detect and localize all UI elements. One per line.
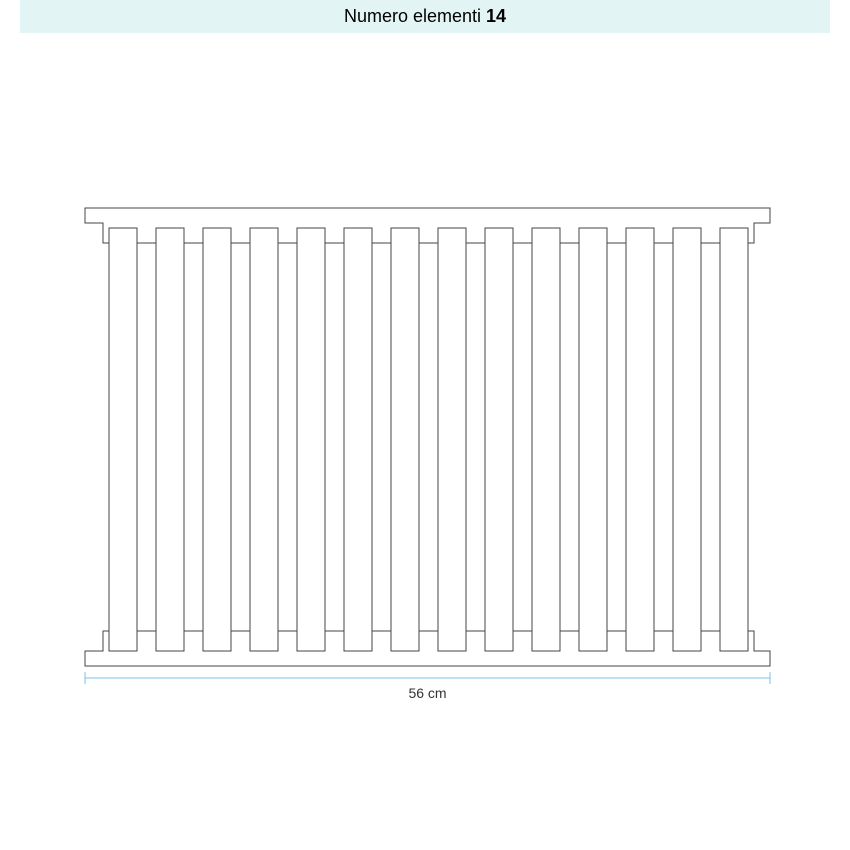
element-count-label: Numero elementi — [344, 6, 486, 26]
width-dimension-label: 56 cm — [408, 685, 446, 701]
radiator-diagram: 56 cm — [0, 33, 850, 833]
element-count-value: 14 — [486, 6, 506, 26]
element-count-header: Numero elementi 14 — [20, 0, 830, 33]
